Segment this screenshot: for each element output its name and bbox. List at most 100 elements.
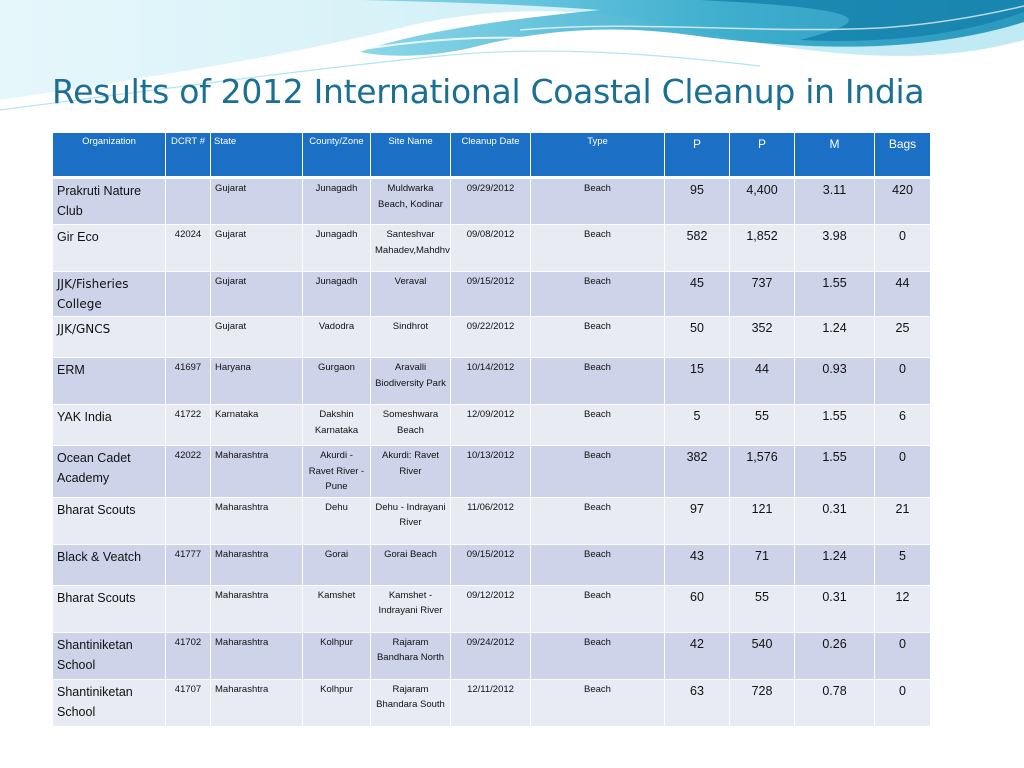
cell-bags: 420 [874,177,931,225]
cell-county: Gorai [302,543,371,586]
decorative-wave-banner [0,0,1024,111]
cell-site-name: Dehu - Indrayani River [370,496,451,545]
column-header-dcrt: DCRT # [165,132,211,179]
cell-organization: Ocean Cadet Academy [52,445,166,498]
cell-county: Kamshet [302,584,371,633]
cell-bags: 44 [874,271,931,317]
cell-p1: 97 [664,496,730,545]
cell-type: Beach [530,404,665,446]
cell-type: Beach [530,445,665,498]
column-header-p2: P [729,132,795,179]
table-row: Prakruti Nature Club Gujarat Junagadh Mu… [52,177,931,225]
cell-p1: 60 [664,584,730,633]
cell-m: 0.26 [794,631,875,680]
cleanup-results-table: Organization DCRT # State County/Zone Si… [52,132,931,727]
cell-organization: ERM [52,357,166,405]
cell-cleanup-date: 12/11/2012 [450,678,531,727]
cell-type: Beach [530,357,665,405]
cell-site-name: Muldwarka Beach, Kodinar [370,177,451,225]
cell-state: Gujarat [210,316,303,358]
cell-p2: 1,576 [729,445,795,498]
cell-dcrt [165,271,211,317]
cell-site-name: Rajaram Bhandara South [370,678,451,727]
cell-p1: 63 [664,678,730,727]
cell-cleanup-date: 10/13/2012 [450,445,531,498]
cell-county: Dehu [302,496,371,545]
cell-m: 0.93 [794,357,875,405]
cell-p1: 95 [664,177,730,225]
cell-cleanup-date: 09/15/2012 [450,543,531,586]
cell-county: Junagadh [302,271,371,317]
cell-cleanup-date: 09/08/2012 [450,224,531,272]
cell-bags: 5 [874,543,931,586]
cell-county: Kolhpur [302,678,371,727]
cell-state: Maharashtra [210,584,303,633]
table-row: JJK/GNCS Gujarat Vadodra Sindhrot 09/22/… [52,316,931,358]
cell-state: Maharashtra [210,445,303,498]
cell-type: Beach [530,678,665,727]
cell-p1: 5 [664,404,730,446]
cell-state: Gujarat [210,224,303,272]
table-row: YAK India 41722 Karnataka Dakshin Karnat… [52,404,931,446]
slide-title: Results of 2012 International Coastal Cl… [52,72,925,111]
cell-m: 1.24 [794,543,875,586]
cell-cleanup-date: 12/09/2012 [450,404,531,446]
cell-site-name: Gorai Beach [370,543,451,586]
cell-dcrt: 41777 [165,543,211,586]
cell-bags: 0 [874,357,931,405]
cell-p1: 382 [664,445,730,498]
cell-bags: 6 [874,404,931,446]
cell-site-name: Aravalli Biodiversity Park [370,357,451,405]
column-header-bags: Bags [874,132,931,179]
cell-organization: YAK India [52,404,166,446]
cell-dcrt: 41707 [165,678,211,727]
cell-county: Kolhpur [302,631,371,680]
cell-state: Maharashtra [210,631,303,680]
cell-bags: 21 [874,496,931,545]
cell-cleanup-date: 10/14/2012 [450,357,531,405]
cell-m: 1.24 [794,316,875,358]
cell-site-name: Akurdi: Ravet River [370,445,451,498]
cell-site-name: Rajaram Bandhara North [370,631,451,680]
cell-p1: 582 [664,224,730,272]
cell-p2: 737 [729,271,795,317]
cell-dcrt: 42024 [165,224,211,272]
table-row: JJK/Fisheries College Gujarat Junagadh V… [52,271,931,317]
cell-m: 1.55 [794,271,875,317]
cell-m: 3.11 [794,177,875,225]
cell-cleanup-date: 09/12/2012 [450,584,531,633]
cell-state: Karnataka [210,404,303,446]
cell-dcrt: 41722 [165,404,211,446]
cell-cleanup-date: 09/15/2012 [450,271,531,317]
column-header-organization: Organization [52,132,166,179]
cell-type: Beach [530,224,665,272]
table-row: Gir Eco 42024 Gujarat Junagadh Santeshva… [52,224,931,272]
column-header-type: Type [530,132,665,179]
cell-county: Vadodra [302,316,371,358]
cell-p2: 121 [729,496,795,545]
table-row: Black & Veatch 41777 Maharashtra Gorai G… [52,543,931,586]
cell-p1: 15 [664,357,730,405]
table-row: Bharat Scouts Maharashtra Dehu Dehu - In… [52,496,931,545]
cell-state: Maharashtra [210,543,303,586]
cell-m: 3.98 [794,224,875,272]
cell-bags: 0 [874,678,931,727]
cell-state: Gujarat [210,177,303,225]
cell-site-name: Someshwara Beach [370,404,451,446]
cell-dcrt [165,496,211,545]
column-header-m: M [794,132,875,179]
cell-bags: 0 [874,445,931,498]
cell-bags: 25 [874,316,931,358]
cell-m: 0.31 [794,496,875,545]
cell-p2: 71 [729,543,795,586]
cell-bags: 0 [874,224,931,272]
cell-p2: 44 [729,357,795,405]
cell-state: Maharashtra [210,496,303,545]
cell-organization: Shantiniketan School [52,631,166,680]
cell-organization: Prakruti Nature Club [52,177,166,225]
cell-p2: 540 [729,631,795,680]
cell-dcrt [165,316,211,358]
table-row: Shantiniketan School 41702 Maharashtra K… [52,631,931,680]
cell-dcrt [165,177,211,225]
cell-type: Beach [530,271,665,317]
